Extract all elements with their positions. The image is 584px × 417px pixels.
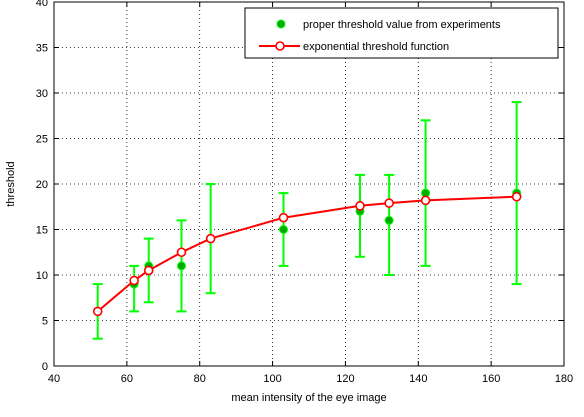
- x-tick-label: 40: [48, 373, 60, 385]
- fit-point: [511, 191, 522, 202]
- fit-point: [176, 247, 187, 258]
- x-tick-label: 120: [336, 373, 354, 385]
- y-tick-label: 5: [42, 316, 48, 328]
- legend-marker-experiments: [276, 19, 286, 29]
- fit-point: [92, 306, 103, 317]
- y-tick-label: 0: [42, 361, 48, 373]
- fit-point: [278, 212, 289, 223]
- fit-point: [143, 265, 154, 276]
- x-tick-label: 100: [263, 373, 281, 385]
- fit-point: [355, 201, 365, 211]
- x-tick-label: 180: [555, 373, 573, 385]
- legend-label-experiments: proper threshold value from experiments: [303, 19, 501, 31]
- y-tick-label: 20: [36, 179, 48, 191]
- experiment-point: [384, 215, 394, 225]
- y-axis-ticks: 0 5 10 15 20 25 30 35 40: [36, 0, 564, 373]
- y-tick-label: 10: [36, 270, 48, 282]
- y-tick-label: 30: [36, 88, 48, 100]
- x-tick-label: 140: [409, 373, 427, 385]
- experiment-point: [177, 261, 186, 271]
- x-axis-label: mean intensity of the eye image: [231, 392, 386, 404]
- legend-box: [244, 7, 559, 59]
- experiment-point: [279, 225, 288, 234]
- x-tick-label: 80: [194, 373, 206, 385]
- fit-point: [384, 198, 394, 208]
- y-tick-label: 25: [36, 134, 48, 146]
- plot-frame: [53, 1, 565, 367]
- x-axis-ticks: 40 60 80 100 120 140 160 180: [48, 2, 573, 385]
- error-bar: [384, 173, 395, 276]
- error-bar: [355, 173, 365, 258]
- y-axis-label: threshold: [5, 161, 17, 206]
- y-tick-label: 40: [36, 0, 48, 9]
- error-bar: [129, 264, 140, 313]
- legend-label-fit: exponential threshold function: [303, 41, 449, 53]
- fit-markers: [92, 191, 522, 317]
- y-tick-label: 15: [36, 225, 48, 237]
- x-tick-label: 60: [121, 373, 133, 385]
- fit-line: [97, 195, 517, 313]
- legend-marker-fit: [275, 41, 285, 51]
- x-tick-label: 160: [482, 373, 500, 385]
- fit-point: [129, 275, 139, 286]
- fit-point: [205, 233, 216, 244]
- legend: proper threshold value from experiments …: [244, 7, 559, 59]
- y-tick-label: 35: [36, 43, 48, 55]
- fit-point: [420, 195, 431, 206]
